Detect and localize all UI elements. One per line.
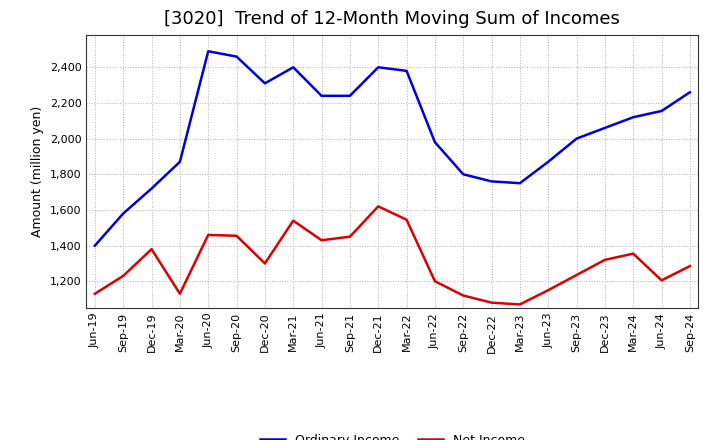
Ordinary Income	[516, 180, 524, 186]
Ordinary Income	[289, 65, 297, 70]
Net Income	[629, 251, 637, 256]
Net Income	[516, 302, 524, 307]
Net Income	[91, 291, 99, 297]
Ordinary Income	[431, 139, 439, 145]
Ordinary Income	[119, 211, 127, 216]
Net Income	[346, 234, 354, 239]
Ordinary Income	[657, 108, 666, 114]
Net Income	[318, 238, 326, 243]
Ordinary Income	[487, 179, 496, 184]
Ordinary Income	[374, 65, 382, 70]
Net Income	[431, 279, 439, 284]
Net Income	[487, 300, 496, 305]
Ordinary Income	[318, 93, 326, 99]
Net Income	[233, 233, 241, 238]
Ordinary Income	[544, 159, 552, 165]
Net Income	[459, 293, 467, 298]
Net Income	[119, 273, 127, 279]
Ordinary Income	[148, 186, 156, 191]
Title: [3020]  Trend of 12-Month Moving Sum of Incomes: [3020] Trend of 12-Month Moving Sum of I…	[164, 10, 621, 28]
Net Income	[600, 257, 609, 263]
Legend: Ordinary Income, Net Income: Ordinary Income, Net Income	[255, 429, 530, 440]
Ordinary Income	[261, 81, 269, 86]
Ordinary Income	[685, 90, 694, 95]
Net Income	[685, 264, 694, 269]
Net Income	[289, 218, 297, 223]
Net Income	[204, 232, 212, 238]
Net Income	[544, 287, 552, 293]
Net Income	[657, 278, 666, 283]
Net Income	[374, 204, 382, 209]
Ordinary Income	[572, 136, 581, 141]
Net Income	[176, 291, 184, 297]
Ordinary Income	[629, 114, 637, 120]
Ordinary Income	[346, 93, 354, 99]
Ordinary Income	[459, 172, 467, 177]
Net Income	[402, 217, 411, 222]
Ordinary Income	[176, 159, 184, 165]
Net Income	[572, 272, 581, 278]
Net Income	[148, 246, 156, 252]
Line: Ordinary Income: Ordinary Income	[95, 51, 690, 246]
Ordinary Income	[402, 68, 411, 73]
Y-axis label: Amount (million yen): Amount (million yen)	[31, 106, 44, 237]
Ordinary Income	[600, 125, 609, 131]
Line: Net Income: Net Income	[95, 206, 690, 304]
Ordinary Income	[91, 243, 99, 248]
Ordinary Income	[204, 48, 212, 54]
Net Income	[261, 261, 269, 266]
Ordinary Income	[233, 54, 241, 59]
